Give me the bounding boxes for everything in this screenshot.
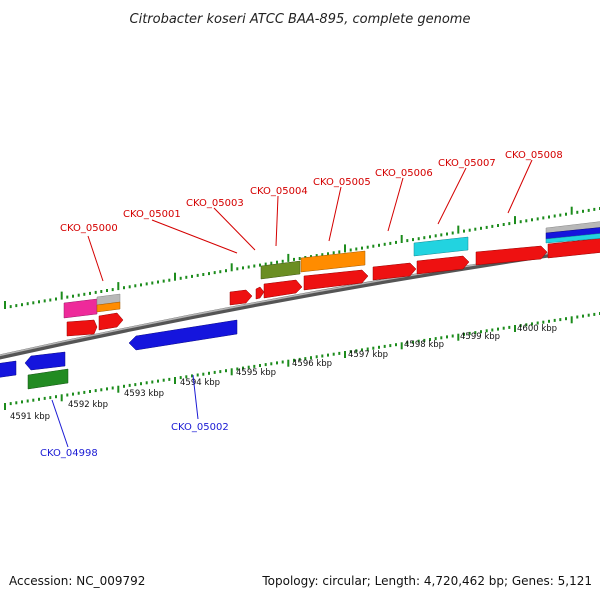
cds-feature[interactable] bbox=[128, 319, 238, 351]
gene-label-cko-05001[interactable]: CKO_05001 bbox=[123, 209, 181, 220]
cds-feature[interactable] bbox=[24, 351, 66, 371]
green-feature[interactable] bbox=[27, 368, 69, 390]
cds-feature[interactable] bbox=[416, 255, 470, 275]
gene-label-cko-05003[interactable]: CKO_05003 bbox=[186, 198, 244, 209]
scale-label-4595: 4595 kbp bbox=[236, 368, 276, 378]
gene-label-cko-05008[interactable]: CKO_05008 bbox=[505, 150, 563, 161]
scale-label-4598: 4598 kbp bbox=[404, 340, 444, 350]
scale-label-4592: 4592 kbp bbox=[68, 400, 108, 410]
cds-feature[interactable] bbox=[66, 319, 98, 337]
reverse-label-leaders bbox=[51, 374, 199, 448]
cds-feature[interactable] bbox=[263, 279, 303, 299]
outer-tick-ruler bbox=[4, 206, 600, 309]
accession-text: Accession: NC_009792 bbox=[9, 574, 145, 588]
cds-feature[interactable] bbox=[303, 269, 369, 291]
cds-feature[interactable] bbox=[547, 238, 600, 259]
scale-labels: 4591 kbp 4592 kbp 4593 kbp 4594 kbp 4595… bbox=[10, 324, 557, 422]
forward-label-leaders bbox=[87, 159, 533, 282]
forward-features bbox=[66, 238, 600, 337]
orange-feature[interactable] bbox=[300, 250, 366, 273]
cds-feature[interactable] bbox=[475, 245, 548, 266]
scale-label-4591: 4591 kbp bbox=[10, 412, 50, 422]
scale-label-4600: 4600 kbp bbox=[517, 324, 557, 334]
scale-label-4596: 4596 kbp bbox=[292, 359, 332, 369]
gene-label-cko-05006[interactable]: CKO_05006 bbox=[375, 168, 433, 179]
cds-feature[interactable] bbox=[372, 262, 417, 281]
gene-label-cko-05005[interactable]: CKO_05005 bbox=[313, 177, 371, 188]
scale-label-4593: 4593 kbp bbox=[124, 389, 164, 399]
outer-features bbox=[63, 221, 600, 319]
cds-feature[interactable] bbox=[0, 360, 17, 378]
inner-tick-ruler bbox=[4, 312, 600, 410]
blue-feature[interactable] bbox=[545, 227, 600, 240]
olive-feature[interactable] bbox=[260, 260, 301, 280]
reverse-features bbox=[0, 319, 238, 390]
magenta-feature[interactable] bbox=[63, 298, 98, 319]
grey-feature[interactable] bbox=[545, 221, 600, 234]
cds-feature[interactable] bbox=[229, 289, 253, 306]
scale-label-4597: 4597 kbp bbox=[348, 350, 388, 360]
gene-label-cko-04998[interactable]: CKO_04998 bbox=[40, 448, 98, 459]
gene-label-cko-05002[interactable]: CKO_05002 bbox=[171, 422, 229, 433]
topology-text: Topology: circular; Length: 4,720,462 bp… bbox=[261, 574, 592, 588]
scale-label-4599: 4599 kbp bbox=[460, 332, 500, 342]
cyan-feature[interactable] bbox=[413, 236, 469, 257]
gene-label-cko-05000[interactable]: CKO_05000 bbox=[60, 223, 118, 234]
gene-label-cko-05007[interactable]: CKO_05007 bbox=[438, 158, 496, 169]
cds-feature[interactable] bbox=[98, 312, 124, 331]
gene-label-cko-05004[interactable]: CKO_05004 bbox=[250, 186, 308, 197]
gene-labels: CKO_05000 CKO_05001 CKO_05003 CKO_05004 … bbox=[40, 150, 563, 459]
orange-feature[interactable] bbox=[96, 301, 121, 313]
map-title: Citrobacter koseri ATCC BAA-895, complet… bbox=[130, 12, 471, 27]
cyan-feature[interactable] bbox=[545, 233, 600, 244]
scale-label-4594: 4594 kbp bbox=[180, 378, 220, 388]
cds-feature[interactable] bbox=[255, 286, 265, 300]
